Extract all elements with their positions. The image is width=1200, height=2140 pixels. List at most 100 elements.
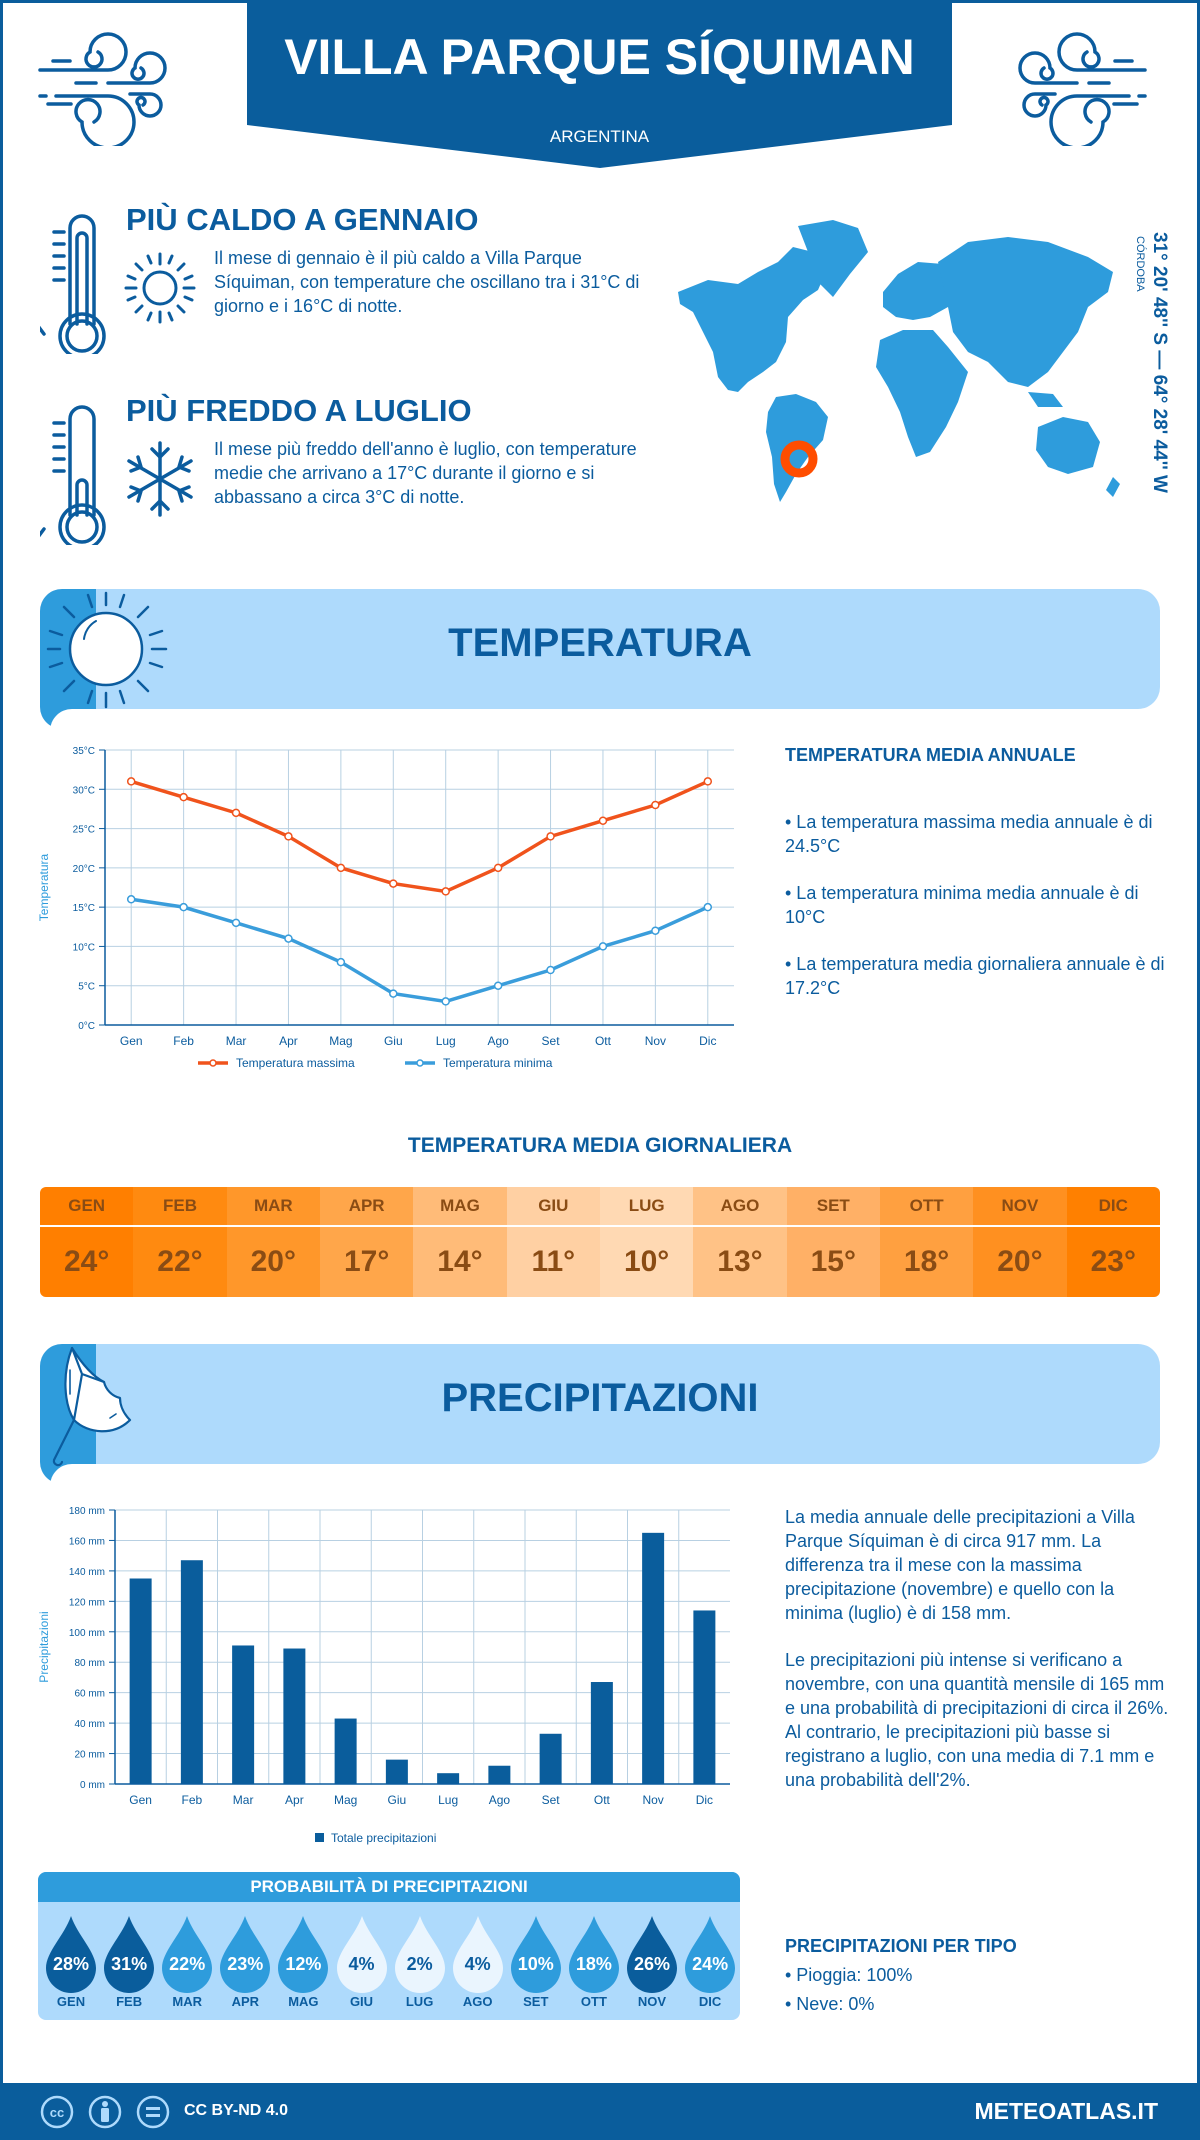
probability-drop-mar: 22% MAR xyxy=(160,1914,214,2014)
probability-value: 10% xyxy=(517,1954,554,1974)
x-tick-label: Feb xyxy=(182,1793,203,1807)
probability-value: 12% xyxy=(285,1954,322,1974)
coldest-month-title: PIÙ FREDDO A LUGLIO xyxy=(126,393,472,428)
sun-icon xyxy=(124,252,196,324)
y-tick-label: 35°C xyxy=(73,746,95,757)
legend-label: Temperatura massima xyxy=(236,1056,355,1070)
daily-temp-cell-mar: MAR 20° xyxy=(226,1187,320,1297)
probability-value: 24% xyxy=(692,1954,729,1974)
islands xyxy=(1028,392,1120,497)
data-point xyxy=(441,887,450,896)
raindrop-icon xyxy=(568,1916,619,1993)
daily-temp-value: 17° xyxy=(343,1245,390,1278)
data-point xyxy=(493,981,503,990)
x-tick-label: Ago xyxy=(489,1793,511,1807)
annual-temperature-panel: TEMPERATURA MEDIA ANNUALE • La temperatu… xyxy=(785,745,1165,1000)
site-link[interactable]: METEOATLAS.IT xyxy=(974,2098,1158,2124)
precipitation-bar-chart: 0 mm 20 mm 40 mm 60 mm 80 mm 100 mm 120 mm 140 … xyxy=(37,1506,730,1845)
precipitation-paragraph-2: Le precipitazioni più intense si verific… xyxy=(785,1650,1169,1790)
precipitation-probability-panel: PROBABILITÀ DI PRECIPITAZIONI 28% GEN 31% F… xyxy=(38,1872,740,2020)
location-marker xyxy=(780,440,818,478)
daily-temp-value: 20° xyxy=(250,1245,296,1278)
coordinates-block: 31° 20' 48'' S — 64° 28' 44'' W CÓRDOBA xyxy=(1134,232,1170,493)
daily-temp-value: 18° xyxy=(903,1245,950,1278)
probability-value: 31% xyxy=(111,1954,148,1974)
daily-temp-cell-giu: GIU 11° xyxy=(506,1187,600,1297)
bar-set xyxy=(539,1733,562,1784)
y-tick-label: 20°C xyxy=(73,864,95,875)
daily-temperature-table: GEN 24° FEB 22° MAR 20° APR 17° MAG 14° GIU 11° LUG 1… xyxy=(40,1187,1160,1297)
daily-temp-cell-apr: APR 17° xyxy=(319,1187,414,1297)
country-label: ARGENTINA xyxy=(549,127,650,146)
y-tick-label: 60 mm xyxy=(74,1689,105,1700)
x-tick-label: Gen xyxy=(120,1034,143,1048)
data-point xyxy=(231,808,241,818)
divider xyxy=(973,1225,1067,1227)
daily-temp-cell-lug: LUG 10° xyxy=(599,1187,694,1297)
month-label: LUG xyxy=(628,1196,665,1215)
divider xyxy=(133,1225,227,1227)
x-tick-label: Set xyxy=(542,1793,561,1807)
title-banner xyxy=(247,0,952,168)
y-tick-label: 0 mm xyxy=(80,1780,105,1791)
coldest-month-text: Il mese più freddo dell'anno è luglio, c… xyxy=(214,439,637,507)
x-tick-label: Mag xyxy=(329,1034,352,1048)
x-tick-label: Apr xyxy=(279,1034,298,1048)
daily-temp-cell-ago: AGO 13° xyxy=(693,1187,787,1297)
x-tick-label: Nov xyxy=(642,1793,663,1807)
y-tick-label: 30°C xyxy=(73,785,95,796)
probability-value: 26% xyxy=(633,1954,671,1974)
annual-min-text: • La temperatura minima media annuale è … xyxy=(785,883,1139,927)
divider xyxy=(319,1225,414,1227)
y-tick-label: 100 mm xyxy=(69,1628,105,1639)
month-label: AGO xyxy=(720,1196,760,1215)
month-label: AGO xyxy=(462,1994,493,2009)
raindrop-icon xyxy=(220,1916,271,1993)
divider xyxy=(879,1225,974,1227)
divider xyxy=(413,1225,507,1227)
series-line-min xyxy=(130,897,709,1004)
raindrop-icon xyxy=(510,1916,561,1993)
series-line-max xyxy=(130,779,709,894)
probability-value: 4% xyxy=(348,1954,375,1974)
divider xyxy=(226,1225,320,1227)
y-tick-label: 15°C xyxy=(73,903,95,914)
month-label: GIU xyxy=(349,1994,374,2009)
asia xyxy=(938,237,1113,387)
daily-temp-cell-dic: DIC 23° xyxy=(1066,1187,1160,1297)
y-tick-label: 140 mm xyxy=(69,1567,105,1578)
probability-value: 22% xyxy=(169,1954,206,1974)
wind-icon xyxy=(38,32,167,146)
data-point xyxy=(651,800,660,810)
month-label: OTT xyxy=(909,1196,944,1215)
data-point xyxy=(284,832,293,841)
hottest-month-fact: PIÙ CALDO A GENNAIO Il mese di gennaio è… xyxy=(40,202,640,362)
data-point xyxy=(126,777,136,786)
greenland xyxy=(798,220,868,297)
daily-temperature-title: TEMPERATURA MEDIA GIORNALIERA xyxy=(407,1134,793,1157)
month-label: APR xyxy=(348,1196,385,1215)
rain-share: • Pioggia: 100% xyxy=(785,1965,913,1985)
daily-temp-value: 15° xyxy=(810,1245,856,1278)
month-label: FEB xyxy=(162,1196,197,1215)
divider xyxy=(506,1225,600,1227)
data-point xyxy=(651,926,660,935)
y-tick-label: 80 mm xyxy=(74,1658,105,1669)
month-label: GIU xyxy=(538,1196,569,1215)
probability-value: 18% xyxy=(575,1954,612,1974)
section-bg xyxy=(96,1344,1160,1464)
daily-temp-value: 22° xyxy=(157,1245,203,1278)
x-tick-label: Set xyxy=(542,1034,561,1048)
daily-temp-cell-feb: FEB 22° xyxy=(133,1187,227,1297)
region-label: CÓRDOBA xyxy=(1134,236,1146,292)
month-label: NOV xyxy=(637,1994,667,2009)
data-point xyxy=(493,863,503,873)
month-label: OTT xyxy=(580,1994,607,2009)
license-label: CC BY-ND 4.0 xyxy=(184,2102,289,2119)
coordinates: 31° 20' 48'' S — 64° 28' 44'' W xyxy=(1149,232,1170,493)
x-tick-label: Dic xyxy=(696,1793,713,1807)
daily-temp-cell-gen: GEN 24° xyxy=(40,1187,134,1297)
x-tick-label: Lug xyxy=(438,1793,458,1807)
legend-swatch xyxy=(315,1833,324,1842)
footer: cc CC BY-ND 4.0 METEOATLAS.IT xyxy=(0,2083,1200,2140)
